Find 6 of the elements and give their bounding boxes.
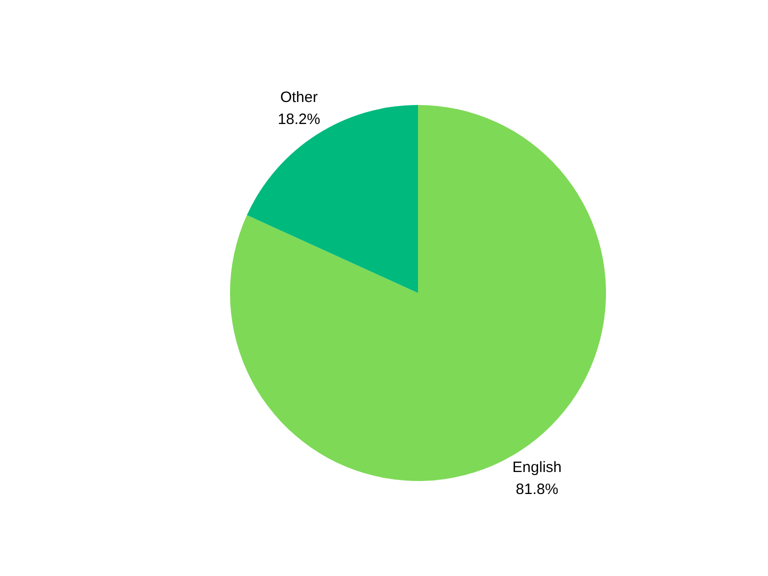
data-label: 18.2% [278,111,320,128]
pie-slice [246,105,418,293]
slice-label: English [512,458,562,476]
slice-label: Other [280,89,318,106]
data-label: 81.8% [516,480,558,498]
pie-slice [230,105,606,481]
